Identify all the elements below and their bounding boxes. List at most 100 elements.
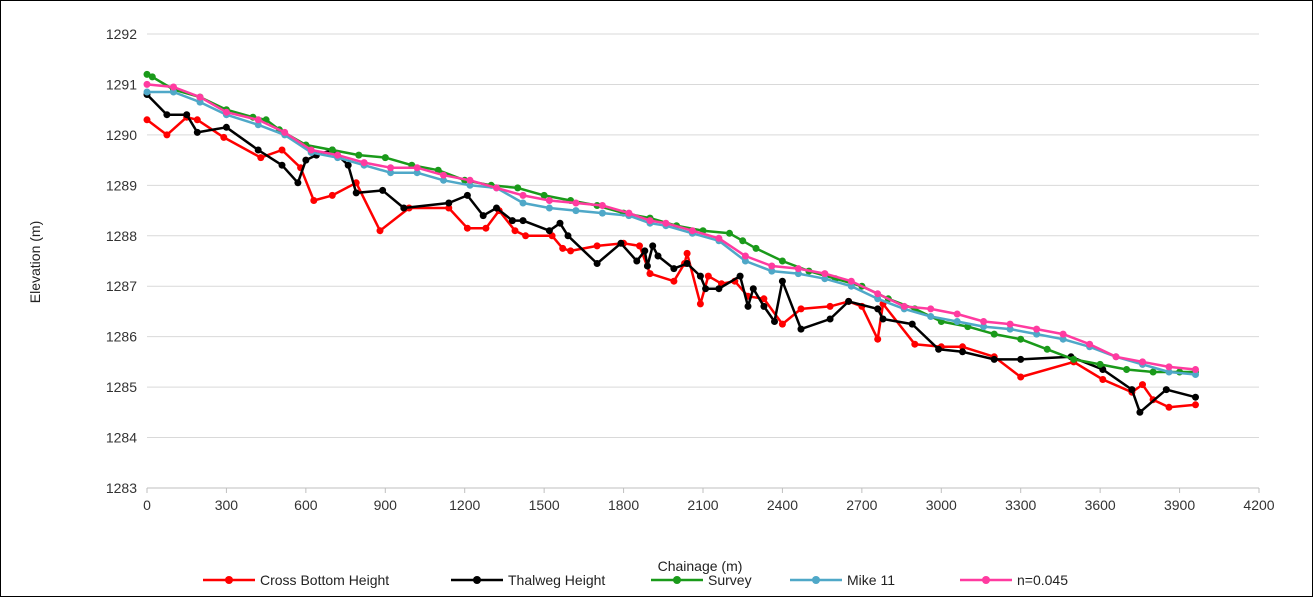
data-point-cross-bottom-height	[911, 340, 919, 348]
data-point-thalweg-height	[254, 146, 262, 154]
data-point-cross-bottom-height	[310, 197, 318, 204]
data-point-cross-bottom-height	[482, 224, 490, 232]
data-point-thalweg-height	[222, 123, 230, 131]
y-tick-label: 1289	[106, 177, 137, 193]
data-point-n-0-045	[821, 270, 829, 278]
y-tick-label: 1286	[106, 329, 137, 345]
data-point-mike-11	[927, 313, 935, 320]
data-point-thalweg-height	[1017, 355, 1025, 363]
legend-label-cross-bottom-height: Cross Bottom Height	[260, 572, 389, 588]
data-point-cross-bottom-height	[696, 300, 704, 308]
data-point-mike-11	[572, 207, 580, 215]
data-point-cross-bottom-height	[445, 204, 453, 212]
x-tick-label: 1800	[608, 497, 639, 513]
data-point-thalweg-height	[990, 355, 998, 363]
y-axis-title: Elevation (m)	[27, 221, 43, 303]
data-point-survey	[355, 151, 363, 159]
data-point-mike-11	[143, 88, 151, 96]
data-point-n-0-045	[143, 80, 151, 88]
data-point-n-0-045	[1139, 358, 1146, 366]
data-point-thalweg-height	[564, 232, 572, 240]
data-point-thalweg-height	[715, 285, 723, 293]
data-point-mike-11	[980, 323, 988, 331]
data-point-thalweg-height	[493, 204, 500, 212]
data-point-mike-11	[519, 199, 527, 207]
legend-marker-n-0-045	[982, 576, 990, 584]
data-point-cross-bottom-height	[143, 116, 151, 124]
legend-label-thalweg-height: Thalweg Height	[508, 572, 605, 588]
data-point-cross-bottom-height	[646, 270, 654, 278]
legend-marker-cross-bottom-height	[225, 576, 233, 584]
data-point-n-0-045	[715, 234, 723, 242]
data-point-mike-11	[1192, 371, 1199, 378]
y-tick-label: 1288	[106, 228, 137, 244]
data-point-thalweg-height	[749, 285, 757, 293]
data-point-cross-bottom-height	[593, 242, 601, 250]
data-point-cross-bottom-height	[220, 133, 228, 141]
data-point-cross-bottom-height	[522, 232, 530, 240]
data-point-n-0-045	[1006, 320, 1014, 328]
axes	[146, 487, 1260, 493]
data-point-thalweg-height	[1128, 386, 1136, 394]
data-point-cross-bottom-height	[559, 244, 567, 252]
data-point-n-0-045	[900, 302, 908, 310]
data-point-cross-bottom-height	[1017, 373, 1025, 381]
legend-item-cross-bottom-height: Cross Bottom Height	[203, 572, 389, 588]
data-point-mike-11	[170, 88, 177, 96]
gridlines	[147, 33, 1259, 489]
data-point-survey	[990, 330, 998, 338]
data-point-thalweg-height	[344, 161, 352, 169]
data-point-n-0-045	[1112, 353, 1120, 361]
data-point-survey	[1070, 355, 1078, 363]
data-point-thalweg-height	[696, 272, 704, 280]
data-point-survey	[1123, 366, 1131, 373]
data-point-thalweg-height	[908, 320, 916, 328]
data-point-thalweg-height	[771, 318, 778, 325]
data-point-mike-11	[387, 169, 395, 177]
data-point-survey	[328, 146, 336, 154]
data-point-cross-bottom-height	[193, 116, 201, 124]
data-point-thalweg-height	[654, 252, 662, 260]
data-point-survey	[514, 184, 522, 192]
data-point-mike-11	[196, 98, 204, 106]
data-point-survey	[752, 244, 760, 252]
data-point-n-0-045	[794, 265, 802, 273]
data-point-thalweg-height	[744, 302, 752, 310]
x-tick-label: 900	[374, 497, 398, 513]
data-point-survey	[726, 229, 733, 237]
data-point-mike-11	[1033, 330, 1041, 338]
data-point-n-0-045	[768, 262, 776, 270]
data-point-cross-bottom-height	[376, 227, 384, 235]
y-tick-label: 1285	[106, 379, 137, 395]
legend-item-survey: Survey	[651, 572, 752, 588]
data-point-thalweg-height	[400, 204, 408, 212]
data-point-n-0-045	[1033, 325, 1041, 333]
data-point-cross-bottom-height	[1139, 381, 1146, 389]
data-point-n-0-045	[688, 227, 696, 235]
data-point-survey	[778, 257, 786, 265]
legend-item-mike-11: Mike 11	[790, 572, 895, 588]
data-point-n-0-045	[466, 176, 474, 184]
data-point-thalweg-height	[163, 111, 171, 119]
data-point-thalweg-height	[670, 265, 678, 273]
data-point-n-0-045	[413, 164, 421, 172]
data-point-thalweg-height	[519, 217, 527, 225]
data-point-n-0-045	[646, 217, 654, 225]
data-point-thalweg-height	[183, 111, 191, 119]
x-tick-label: 3600	[1085, 497, 1116, 513]
x-tick-label: 600	[294, 497, 318, 513]
data-point-n-0-045	[1165, 363, 1173, 371]
data-point-n-0-045	[545, 197, 553, 204]
series-thalweg-height	[143, 91, 1199, 416]
series-cross-bottom-height	[143, 113, 1199, 411]
data-point-mike-11	[545, 204, 553, 212]
x-tick-label: 1200	[449, 497, 480, 513]
data-point-survey	[148, 73, 156, 81]
data-point-n-0-045	[927, 305, 935, 313]
data-point-cross-bottom-height	[760, 295, 768, 303]
data-point-cross-bottom-height	[797, 305, 805, 313]
data-point-n-0-045	[953, 310, 961, 318]
data-point-thalweg-height	[760, 302, 768, 310]
data-point-mike-11	[821, 275, 829, 283]
data-point-thalweg-height	[702, 285, 710, 293]
